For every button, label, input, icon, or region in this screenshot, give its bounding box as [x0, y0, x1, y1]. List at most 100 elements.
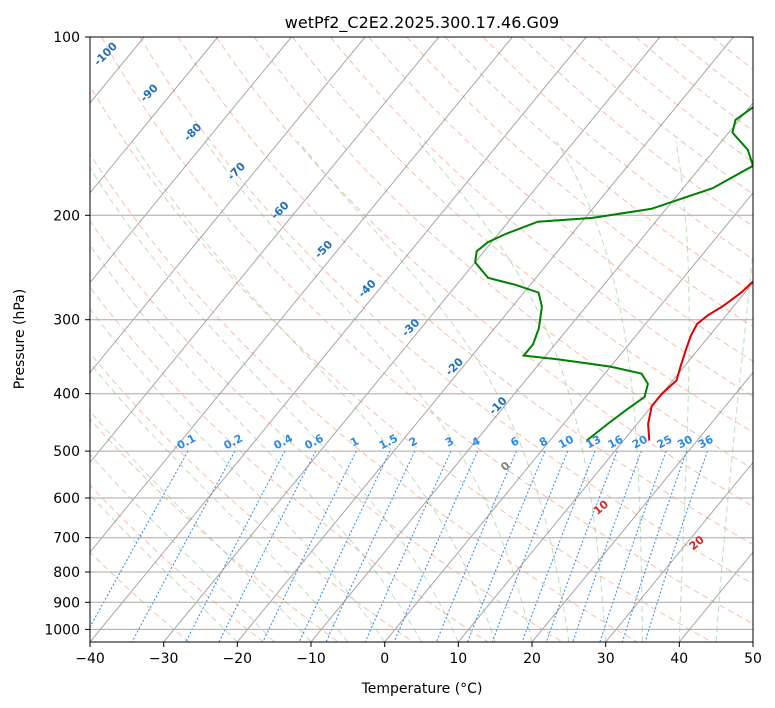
mixing-ratio-label: 13	[584, 433, 604, 452]
dry-adiabat-label: -20	[443, 355, 466, 378]
x-tick-label: −10	[296, 651, 326, 667]
dry-adiabat-line	[559, 37, 753, 195]
x-tick-label: 50	[744, 651, 762, 667]
isotherm-line	[310, 102, 753, 642]
mixing-ratio-line	[298, 450, 391, 642]
mixing-ratio-line	[262, 450, 357, 642]
sounding-profiles	[474, 106, 753, 442]
isotherm-line	[236, 37, 734, 642]
isotherm-line	[752, 641, 753, 642]
isotherm-line	[90, 37, 366, 374]
dry-adiabat-line	[215, 37, 753, 507]
moist-adiabat-line	[297, 140, 570, 642]
mixing-ratio-label: 0.6	[302, 432, 326, 453]
temperature-profile	[647, 280, 753, 441]
x-tick-label: 10	[449, 651, 467, 667]
dry-adiabat-line	[90, 220, 563, 642]
plot-frame	[89, 36, 754, 643]
dry-adiabat-line	[749, 37, 753, 40]
isotherm-line	[0, 37, 70, 642]
mixing-ratio-line	[218, 450, 317, 642]
mixing-ratio-label: 3	[443, 434, 456, 449]
x-tick-label: −30	[149, 651, 179, 667]
y-tick-label: 700	[53, 531, 80, 547]
moist-adiabat-line	[90, 166, 459, 642]
y-axis-label: Pressure (hPa)	[12, 289, 28, 389]
mixing-ratio-line	[467, 450, 546, 642]
mixing-ratio-label: 16	[606, 433, 626, 452]
dry-adiabat-label: -70	[225, 159, 248, 182]
y-tick-label: 300	[53, 313, 80, 329]
dry-adiabat-line	[177, 37, 753, 546]
dry-adiabat-label: -40	[356, 277, 379, 300]
mixing-ratio-line	[435, 450, 517, 642]
moist-adiabat-line	[90, 410, 312, 642]
isotherm-line	[90, 37, 440, 464]
mixing-ratio-line	[545, 450, 618, 642]
x-tick-label: 30	[597, 651, 615, 667]
mixing-ratio-line	[90, 450, 189, 629]
isotherm-line	[384, 192, 753, 642]
dry-adiabat-line	[90, 153, 638, 642]
mixing-ratio-label: 1	[348, 434, 361, 449]
mixing-ratio-line	[599, 450, 667, 642]
dry-adiabat-line	[330, 37, 753, 398]
mixing-ratio-line	[185, 450, 286, 642]
moist-adiabat-line	[90, 453, 275, 642]
isotherm-line	[90, 37, 219, 194]
isotherm-line	[90, 37, 292, 284]
mixing-ratio-label: 8	[537, 434, 550, 449]
y-tick-label: 200	[53, 208, 80, 224]
moist-adiabat-line	[90, 494, 238, 642]
x-axis-ticks: −40 −30 −20 −10 0 10 20 30 40 50	[75, 642, 762, 667]
mixing-ratio-line	[521, 450, 596, 642]
dry-adiabat-label: -100	[91, 39, 120, 68]
mixing-ratio-line	[325, 450, 416, 642]
isotherm-line	[163, 37, 661, 642]
mixing-ratio-line	[572, 450, 642, 642]
x-axis-label: Temperature (°C)	[361, 681, 483, 697]
isotherm-line	[90, 37, 513, 553]
mixing-ratio-line	[393, 450, 479, 642]
dry-adiabat-line	[90, 551, 190, 642]
dry-adiabat-line	[368, 37, 753, 362]
x-tick-label: 20	[523, 651, 541, 667]
mixing-ratio-label: 1.5	[377, 432, 400, 453]
moist-adiabat-line	[131, 141, 496, 642]
moist-adiabat-label: 20	[687, 533, 707, 553]
dry-adiabat-line	[90, 352, 414, 642]
moist-adiabat-label: 10	[591, 497, 611, 517]
mixing-ratio-label: 0.1	[175, 432, 198, 453]
dry-adiabat-line	[711, 37, 753, 70]
mixing-ratio-label: 30	[675, 433, 695, 452]
isotherm-line	[457, 281, 753, 642]
dry-adiabat-label: -90	[138, 81, 161, 104]
mixing-ratio-label: 10	[556, 433, 576, 452]
mixing-ratio-label: 6	[508, 434, 521, 449]
mixing-ratio-line	[621, 450, 688, 642]
y-tick-label: 900	[53, 595, 80, 611]
x-tick-label: 0	[380, 651, 389, 667]
dry-adiabat-label: -80	[181, 120, 204, 143]
dry-adiabat-line	[444, 37, 753, 294]
dry-adiabat-label: -60	[268, 199, 291, 222]
chart-title: wetPf2_C2E2.2025.300.17.46.G09	[285, 13, 559, 33]
dewpoint-profile	[474, 106, 753, 442]
dry-adiabat-line	[406, 37, 753, 328]
y-tick-label: 1000	[44, 622, 80, 638]
dry-adiabat-line	[90, 484, 264, 642]
mixing-ratio-label: 0.4	[272, 432, 296, 453]
y-axis-ticks: 100 200 300 400 500 600 700 800 900 1000	[44, 30, 90, 638]
dry-adiabat-line	[90, 286, 488, 642]
y-tick-label: 100	[53, 30, 80, 46]
x-tick-label: 40	[670, 651, 688, 667]
isotherm-line	[605, 461, 753, 642]
dry-adiabat-line	[292, 37, 753, 433]
dry-adiabat-line	[139, 37, 753, 585]
dry-adiabat-line	[635, 37, 753, 132]
dry-adiabat-label: -10	[486, 394, 509, 417]
mixing-ratio-label: 25	[655, 433, 675, 452]
isotherm-line	[90, 37, 587, 642]
mixing-ratio-label: 2	[407, 434, 420, 449]
